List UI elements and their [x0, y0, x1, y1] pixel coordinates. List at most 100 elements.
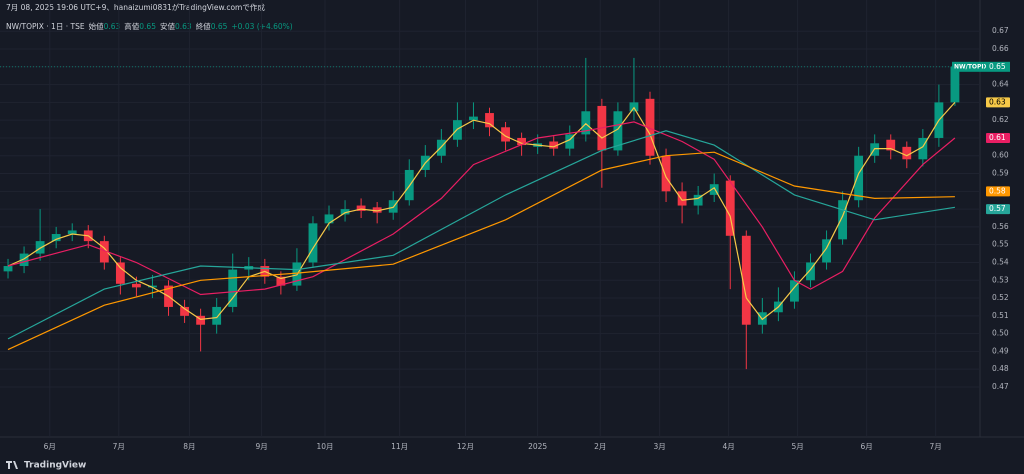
candle-body [436, 139, 446, 156]
brand-logo [6, 461, 18, 469]
moving-average-line [7, 130, 955, 340]
candle-body [276, 276, 286, 286]
x-tick-label: 10月 [316, 442, 333, 451]
last-price-name-box [952, 61, 986, 72]
y-tick-label: 0.53 [992, 275, 1009, 284]
x-tick-label: 8月 [183, 442, 195, 451]
end-label-box [986, 132, 1010, 143]
y-tick-label: 0.50 [992, 329, 1009, 338]
candle-body [148, 285, 157, 288]
end-label-box [986, 97, 1010, 108]
candle-body [886, 139, 896, 151]
x-tick-label: 11月 [391, 442, 408, 451]
legend-label: 始値 [89, 21, 104, 31]
brand: TradingView [24, 461, 86, 471]
candle-body [324, 214, 334, 224]
legend-value: 0.65 [139, 22, 156, 31]
y-tick-label: 0.47 [992, 382, 1009, 391]
x-tick-label: 7月 [930, 442, 942, 451]
x-tick-label: 6月 [44, 442, 56, 451]
candle-body [340, 209, 350, 215]
candle-body [308, 223, 318, 263]
moving-average-line [7, 101, 956, 321]
x-tick-label: 6月 [861, 442, 873, 451]
y-tick-label: 0.55 [992, 240, 1009, 249]
candle-body [228, 269, 238, 307]
legend-label: 安値 [160, 21, 175, 31]
candle-body [67, 230, 77, 235]
x-tick-label: 3月 [653, 442, 665, 451]
moving-average-line [7, 151, 955, 351]
candle-body [196, 315, 206, 325]
candle-body [35, 241, 45, 254]
legend-value: 0.63 [175, 22, 192, 31]
y-tick-label: 0.48 [992, 364, 1009, 373]
candle-body [3, 266, 13, 272]
y-tick-label: 0.64 [992, 80, 1009, 89]
candle-body [372, 207, 382, 213]
end-label: 0.61 [989, 133, 1006, 142]
x-tick-label: 7月 [113, 442, 125, 451]
y-tick-label: 0.49 [992, 346, 1009, 355]
candle-body [854, 155, 864, 201]
y-tick-label: 0.62 [992, 115, 1009, 124]
header: 7月 08, 2025 19:06 UTC+9、hanaizumi0831がTr… [6, 2, 265, 12]
y-tick-label: 0.51 [992, 311, 1009, 320]
y-tick-label: 0.59 [992, 169, 1009, 178]
x-tick-label: 9月 [255, 442, 267, 451]
candle-body [838, 200, 848, 240]
y-tick-label: 0.66 [992, 44, 1009, 53]
candle-body [661, 155, 671, 192]
candle-body [115, 262, 125, 284]
candle-body [549, 141, 559, 149]
legend-value: 0.65 [211, 22, 228, 31]
last-price-value: 0.65 [989, 62, 1006, 71]
x-tick-label: 2025 [528, 442, 547, 451]
candle-body [565, 134, 575, 149]
candle-body [822, 239, 831, 263]
candle-body [212, 306, 222, 325]
end-label-box [986, 186, 1010, 197]
candle-body [132, 283, 141, 288]
candle-body [501, 127, 510, 142]
legend-value: 0.63 [104, 22, 121, 31]
y-tick-label: 0.56 [992, 222, 1009, 231]
x-tick-label: 12月 [457, 442, 474, 451]
candle-body [469, 116, 478, 121]
candle-body [99, 241, 109, 263]
candle-body [709, 184, 719, 195]
candle-body [693, 194, 703, 206]
candle-body [517, 137, 527, 146]
candle-body [918, 137, 928, 160]
candle-body [725, 180, 735, 236]
x-tick-label: 4月 [723, 442, 735, 451]
candle-body [950, 66, 960, 103]
legend-symbol: NW/TOPIX · 1日 · TSE [6, 22, 85, 31]
candle-body [485, 113, 494, 128]
moving-average-line [7, 121, 956, 296]
candle-body [806, 262, 815, 281]
y-tick-label: 0.60 [992, 151, 1009, 160]
legend: NW/TOPIX · 1日 · TSE 始値 0.63 高値 0.65 安値 0.63 終値 0… [6, 21, 293, 31]
legend-label: 終値 [196, 21, 211, 31]
candle-body [356, 205, 366, 211]
end-label-box [986, 204, 1010, 215]
candle-body [581, 111, 591, 135]
candle-body [645, 98, 655, 156]
x-tick-label: 2月 [594, 442, 606, 451]
candle-body [741, 235, 751, 325]
candle-body [677, 191, 687, 206]
candle-body [19, 253, 29, 267]
y-tick-label: 0.67 [992, 26, 1009, 35]
legend-label: 高値 [124, 21, 139, 31]
last-price-box [986, 61, 1010, 72]
candle-body [613, 111, 623, 151]
candle-body [51, 234, 61, 242]
candle-body [790, 280, 799, 302]
x-tick-label: 5月 [792, 442, 804, 451]
y-tick-label: 0.52 [992, 293, 1009, 302]
last-price-name: NW/TOPIX [954, 63, 989, 70]
